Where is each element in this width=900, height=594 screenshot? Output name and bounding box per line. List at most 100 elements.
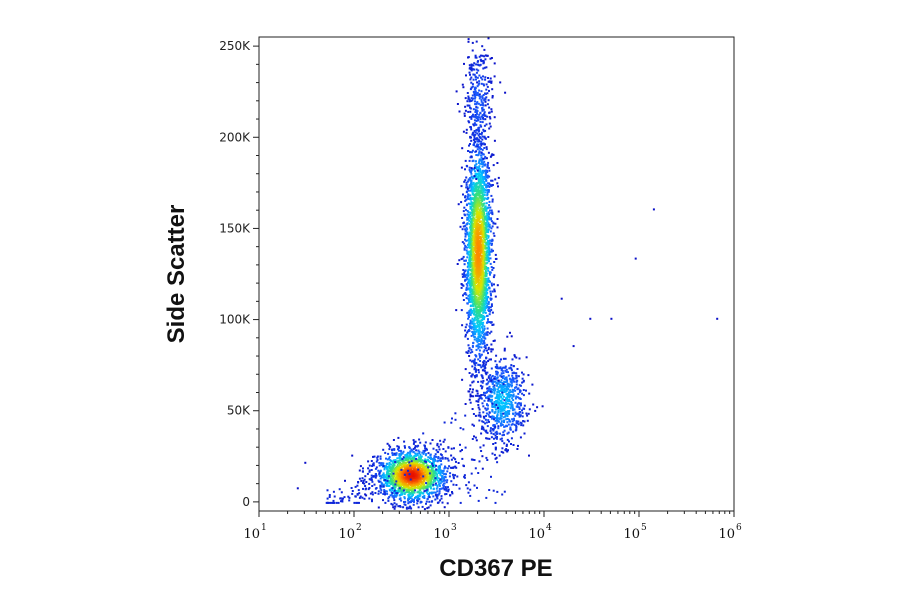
event-point: [421, 459, 424, 462]
event-point: [474, 160, 477, 163]
event-point: [485, 421, 488, 424]
event-point: [430, 479, 433, 482]
event-point: [424, 445, 426, 448]
event-point: [445, 481, 448, 484]
event-point: [499, 374, 502, 377]
event-point: [478, 345, 481, 348]
event-point: [473, 287, 476, 290]
event-point: [410, 495, 413, 498]
event-point: [484, 231, 487, 234]
event-point: [471, 300, 474, 302]
event-point: [396, 478, 399, 481]
event-point: [484, 333, 487, 336]
event-point: [468, 144, 470, 147]
event-point: [377, 479, 380, 482]
event-point: [473, 93, 476, 96]
event-point: [464, 333, 467, 336]
event-point: [485, 356, 487, 359]
event-point: [468, 257, 471, 260]
event-point: [490, 244, 493, 246]
event-point: [492, 249, 494, 252]
event-point: [411, 458, 414, 460]
event-point: [480, 140, 483, 143]
event-point: [485, 175, 488, 178]
event-point: [479, 415, 482, 418]
event-point: [493, 387, 496, 390]
event-point: [482, 321, 485, 324]
event-point: [390, 463, 392, 466]
event-point: [423, 451, 426, 454]
event-point: [483, 327, 486, 330]
event-point: [480, 187, 483, 190]
event-point: [482, 180, 485, 183]
event-point: [467, 198, 470, 200]
event-point: [432, 481, 435, 484]
event-point: [472, 395, 475, 398]
event-point: [487, 251, 490, 254]
event-point: [476, 208, 479, 211]
event-point: [482, 314, 485, 317]
event-point: [484, 223, 487, 226]
event-point: [417, 464, 419, 467]
event-point: [469, 261, 471, 264]
event-point: [484, 183, 487, 186]
event-point: [487, 309, 490, 312]
event-point: [426, 471, 429, 474]
event-point: [449, 472, 452, 475]
event-point: [388, 448, 391, 451]
event-point: [446, 479, 449, 482]
event-point: [396, 445, 399, 448]
event-point: [495, 422, 498, 425]
event-point: [388, 481, 391, 484]
event-point: [480, 247, 483, 250]
event-point: [486, 191, 489, 194]
event-point: [512, 371, 515, 374]
event-point: [482, 405, 485, 408]
event-point: [484, 344, 486, 347]
event-point: [467, 330, 469, 333]
event-point: [439, 499, 441, 502]
event-point: [493, 401, 496, 403]
event-point: [471, 423, 474, 426]
event-point: [382, 476, 385, 479]
event-point: [475, 284, 478, 287]
event-point: [428, 475, 431, 478]
event-point: [516, 368, 519, 370]
event-point: [471, 344, 474, 347]
event-point: [427, 480, 430, 483]
event-point: [488, 185, 491, 188]
event-point: [510, 381, 513, 384]
event-point: [501, 388, 504, 391]
event-point: [470, 179, 473, 182]
event-point: [491, 153, 494, 156]
event-point: [426, 490, 429, 492]
event-point: [430, 480, 432, 483]
event-point: [477, 229, 480, 232]
event-point: [471, 183, 474, 186]
event-point: [482, 350, 485, 353]
event-point: [405, 480, 408, 483]
event-point: [490, 303, 493, 306]
event-point: [411, 477, 414, 480]
event-point: [470, 171, 472, 174]
event-point: [517, 375, 520, 378]
event-point: [482, 316, 485, 319]
event-point: [494, 222, 497, 225]
event-point: [468, 347, 471, 350]
event-point: [409, 496, 412, 499]
event-point: [488, 385, 491, 388]
event-point: [377, 506, 380, 509]
event-point: [475, 182, 478, 185]
event-point: [400, 485, 402, 488]
event-point: [497, 395, 500, 398]
event-point: [406, 454, 409, 457]
event-point: [490, 179, 493, 182]
event-point: [468, 372, 471, 374]
event-point: [441, 477, 443, 480]
event-point: [505, 397, 508, 400]
event-point: [481, 235, 484, 238]
event-point: [478, 327, 481, 330]
event-point: [518, 391, 521, 394]
event-point: [379, 457, 382, 460]
event-point: [492, 276, 495, 279]
